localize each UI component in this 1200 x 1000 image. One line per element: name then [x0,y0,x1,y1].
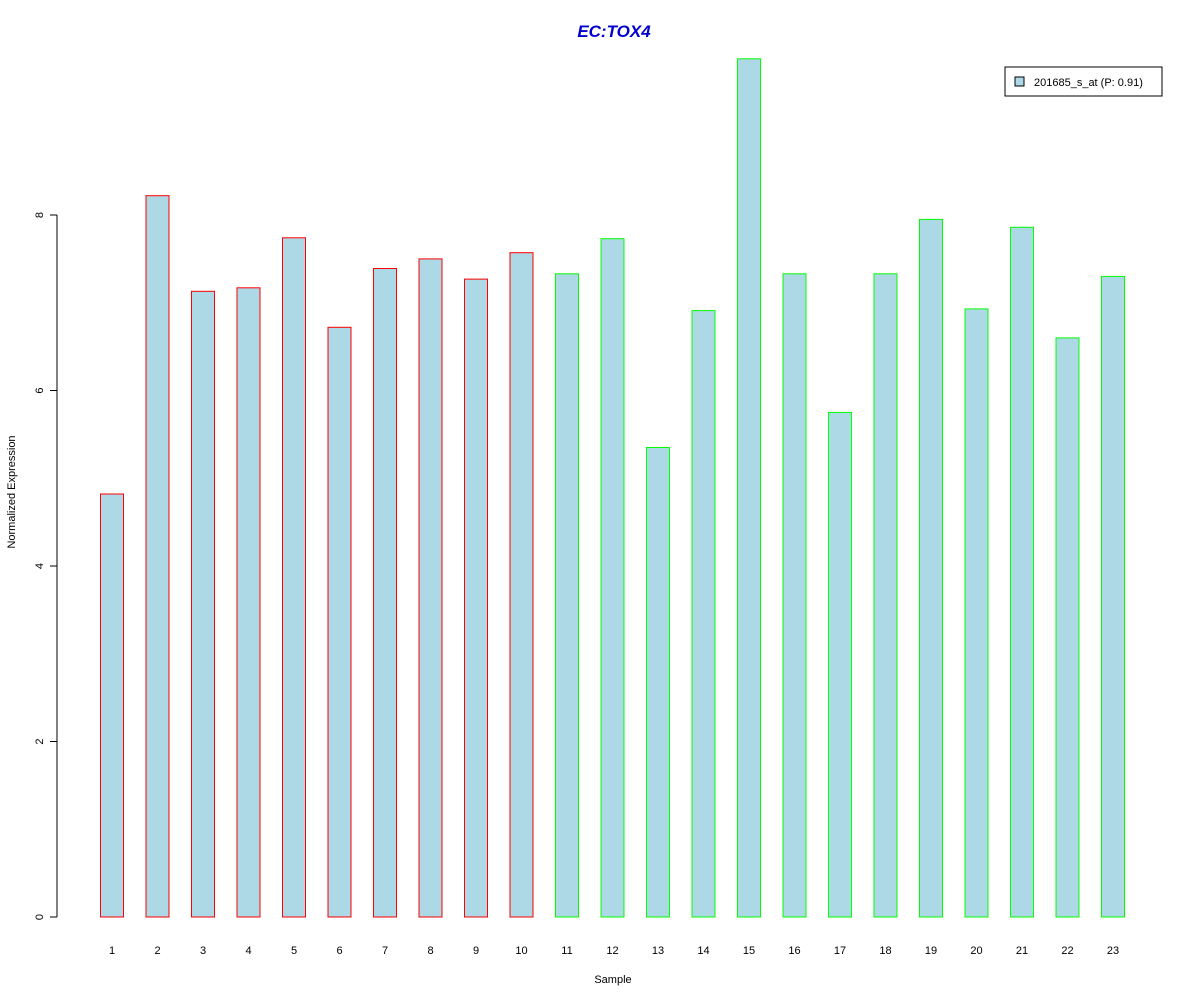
x-tick-label: 5 [291,945,297,957]
x-tick-label: 18 [879,945,891,957]
bar-sample-18 [873,273,898,918]
x-tick-label: 2 [154,945,160,957]
bar-sample-3 [191,290,215,918]
bar-sample-1 [100,493,124,918]
y-axis: 0 2 4 6 8 [34,212,58,920]
bar-sample-2 [145,195,170,918]
y-tick-label: 6 [34,387,46,393]
bar-sample-5 [282,237,306,918]
y-tick-label: 0 [34,914,46,920]
x-tick-label: 9 [473,945,479,957]
bar-sample-4 [236,287,261,918]
x-tick-label: 12 [606,945,618,957]
y-tick-label: 4 [34,563,46,569]
bar-sample-11 [555,273,579,918]
y-tick-label: 2 [34,738,46,744]
y-axis-label: Normalized Expression [6,435,18,548]
bars-group [100,58,1125,918]
bar-sample-13 [646,447,670,918]
bar-sample-10 [509,252,534,918]
x-tick-label: 20 [970,945,982,957]
bar-sample-16 [782,273,807,918]
bar-sample-21 [1010,226,1034,918]
x-tick-label: 14 [697,945,709,957]
bar-sample-9 [464,278,488,918]
bar-sample-12 [600,238,625,918]
x-tick-labels: 1 2 3 4 5 6 7 8 9 10 11 12 13 14 15 16 17 18 19 20 21 22 23 [109,945,1119,957]
chart-title: EC:TOX4 [577,22,651,41]
bar-sample-17 [828,411,852,918]
legend-box [1004,66,1163,97]
x-tick-label: 17 [834,945,846,957]
x-tick-label: 11 [561,945,572,957]
bar-sample-23 [1101,275,1125,918]
x-tick-label: 21 [1016,945,1028,957]
x-tick-label: 16 [788,945,800,957]
x-tick-label: 7 [382,945,388,957]
bar-sample-8 [418,258,443,918]
x-tick-label: 1 [109,945,115,957]
bar-sample-14 [691,310,716,918]
bar-sample-7 [373,268,397,918]
bar-sample-20 [964,308,989,918]
x-tick-label: 10 [515,945,527,957]
x-tick-label: 4 [245,945,251,957]
x-tick-label: 22 [1061,945,1073,957]
legend-label: 201685_s_at (P: 0.91) [1034,77,1143,89]
bar-sample-22 [1055,337,1080,918]
bar-sample-15 [737,58,761,918]
legend: 201685_s_at (P: 0.91) [1004,66,1163,97]
y-tick-label: 8 [34,212,46,218]
bar-sample-6 [327,326,352,918]
bar-sample-19 [919,218,943,918]
x-tick-label: 19 [925,945,937,957]
x-tick-label: 23 [1107,945,1119,957]
x-axis-label: Sample [594,974,631,986]
x-tick-label: 3 [200,945,206,957]
x-tick-label: 6 [336,945,342,957]
x-tick-label: 13 [652,945,664,957]
legend-swatch [1014,76,1025,87]
x-tick-label: 8 [427,945,433,957]
x-tick-label: 15 [743,945,755,957]
